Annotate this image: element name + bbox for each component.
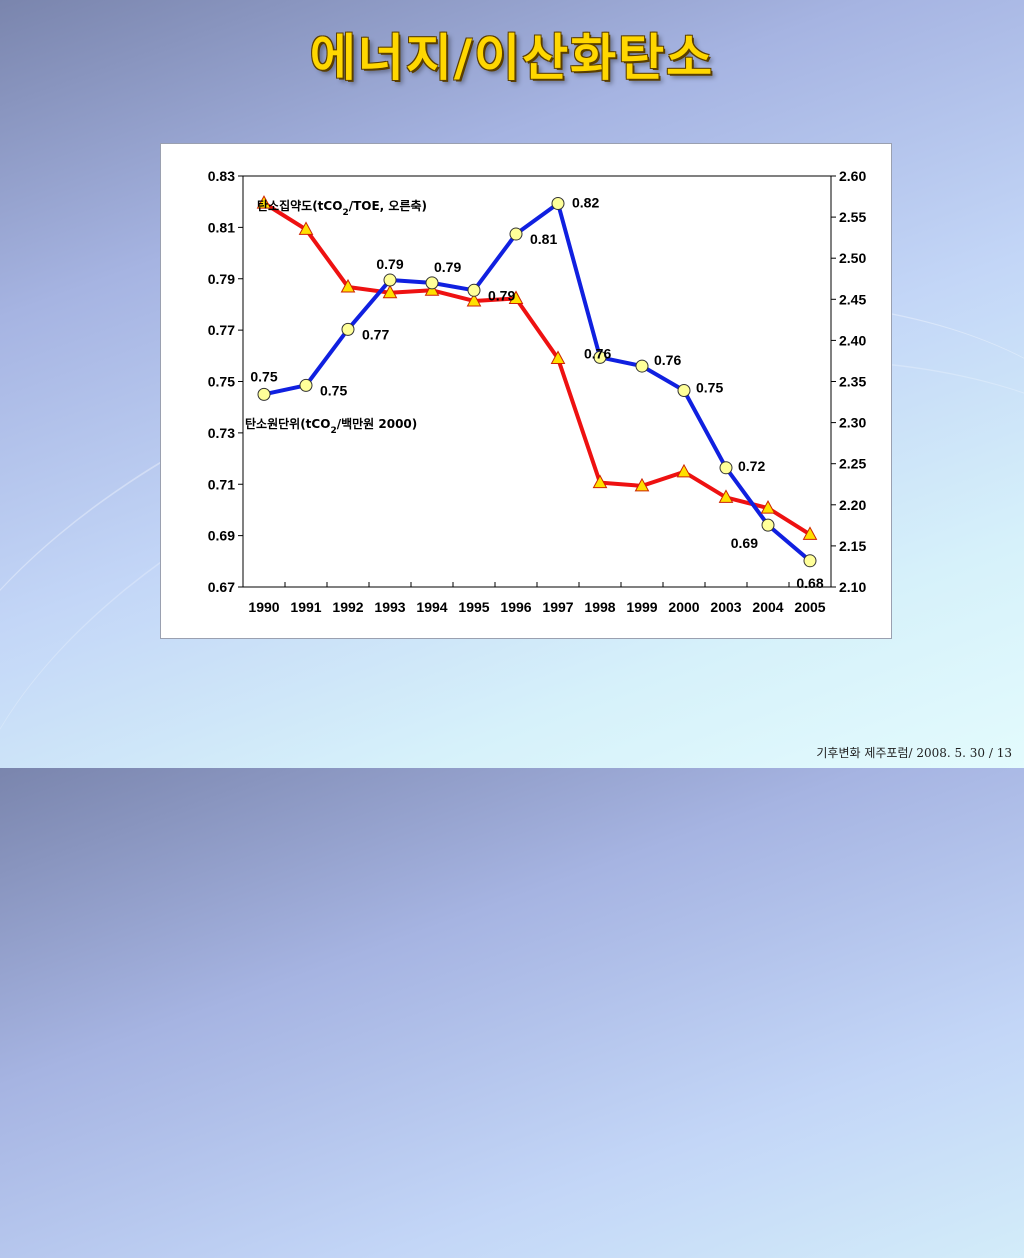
left-axis-tick-label: 0.77 <box>208 322 235 338</box>
data-label: 0.69 <box>731 535 758 551</box>
left-axis-tick-label: 0.69 <box>208 528 235 544</box>
line-chart: 0.83 0.81 0.79 0.77 0.75 0.73 0.71 0.69 0.67 2.60… <box>208 168 867 615</box>
x-axis-tick-label: 1991 <box>290 599 321 615</box>
right-axis-tick-label: 2.40 <box>839 332 866 348</box>
circle-marker <box>257 387 271 401</box>
triangle-marker <box>634 477 650 492</box>
circle-marker <box>425 276 439 290</box>
data-label: 0.68 <box>796 575 823 591</box>
right-axis-tick-label: 2.20 <box>839 497 866 513</box>
data-label: 0.75 <box>320 382 347 398</box>
circle-marker <box>719 461 733 475</box>
left-axis-tick-label: 0.73 <box>208 425 235 441</box>
triangle-marker <box>802 526 818 540</box>
triangle-marker <box>256 195 272 209</box>
data-label: 0.76 <box>654 352 681 368</box>
triangle-marker <box>340 278 356 293</box>
triangle-marker <box>760 500 776 514</box>
circle-marker <box>593 350 607 364</box>
circle-marker <box>509 227 523 241</box>
circle-marker <box>635 359 649 373</box>
data-label: 0.82 <box>572 194 599 210</box>
left-axis-tick-label: 0.83 <box>208 168 235 184</box>
data-label: 0.79 <box>488 287 515 303</box>
right-axis-tick-label: 2.55 <box>839 209 866 225</box>
legend-carbon-unit: 탄소원단위(tCO2/백만원 2000) <box>245 416 417 436</box>
triangle-marker <box>592 474 608 489</box>
x-axis-tick-label: 2005 <box>794 599 825 615</box>
right-axis-tick-label: 2.15 <box>839 538 866 554</box>
right-axis-tick-label: 2.45 <box>839 291 866 307</box>
data-label: 0.79 <box>376 256 403 272</box>
data-label: 0.76 <box>584 345 611 361</box>
circle-marker <box>761 518 775 532</box>
x-axis-tick-label: 1998 <box>584 599 615 615</box>
left-axis-tick-label: 0.81 <box>208 219 235 235</box>
x-axis-tick-label: 2004 <box>752 599 783 615</box>
x-axis-tick-label: 1999 <box>626 599 657 615</box>
triangle-marker <box>718 489 734 503</box>
left-axis-tick-label: 0.67 <box>208 579 235 595</box>
triangle-marker <box>676 463 692 478</box>
circle-marker <box>551 196 565 210</box>
x-axis-tick-label: 1994 <box>416 599 447 615</box>
triangle-marker <box>466 292 482 307</box>
circle-marker <box>803 554 817 568</box>
data-label: 0.75 <box>250 368 277 384</box>
slide-title: 에너지/이산화탄소 <box>309 29 715 87</box>
x-axis-tick-label: 1992 <box>332 599 363 615</box>
right-axis-tick-label: 2.25 <box>839 456 866 472</box>
x-axis-tick-label: 2003 <box>710 599 741 615</box>
legend-carbon-intensity: 탄소집약도(tCO2/TOE, 오른축) <box>257 198 427 218</box>
right-axis-tick-label: 2.10 <box>839 579 866 595</box>
left-axis-tick-label: 0.71 <box>208 476 235 492</box>
series-line-carbon-unit <box>263 201 812 563</box>
x-axis-tick-label: 1990 <box>248 599 279 615</box>
left-axis-tick-label: 0.75 <box>208 374 235 390</box>
triangle-marker <box>382 284 398 299</box>
data-label: 0.79 <box>434 259 461 275</box>
circle-marker <box>341 322 355 336</box>
left-axis-tick-label: 0.79 <box>208 271 235 287</box>
x-axis-tick-label: 1993 <box>374 599 405 615</box>
right-axis-tick-label: 2.50 <box>839 250 866 266</box>
x-axis-tick-label: 1996 <box>500 599 531 615</box>
slide-footer: 기후변화 제주포럼/ 2008. 5. 30 / 13 <box>816 746 1012 760</box>
circle-marker <box>299 378 313 392</box>
circle-marker <box>677 383 691 397</box>
x-axis-tick-label: 1997 <box>542 599 573 615</box>
data-label: 0.77 <box>362 326 389 342</box>
right-axis-tick-label: 2.30 <box>839 415 866 431</box>
data-label: 0.81 <box>530 231 557 247</box>
triangle-marker <box>508 290 524 304</box>
chart-panel: 0.83 0.81 0.79 0.77 0.75 0.73 0.71 0.69 0.67 2.60… <box>160 143 892 639</box>
x-axis-tick-label: 2000 <box>668 599 699 615</box>
x-axis-tick-label: 1995 <box>458 599 489 615</box>
triangle-marker <box>298 221 314 235</box>
series-line-carbon-intensity <box>262 201 812 537</box>
data-label: 0.75 <box>696 379 723 395</box>
right-axis-tick-label: 2.35 <box>839 374 866 390</box>
data-label: 0.72 <box>738 458 765 474</box>
right-axis-tick-label: 2.60 <box>839 168 866 184</box>
circle-marker <box>383 273 397 287</box>
triangle-marker <box>550 350 566 364</box>
circle-marker <box>467 283 481 297</box>
